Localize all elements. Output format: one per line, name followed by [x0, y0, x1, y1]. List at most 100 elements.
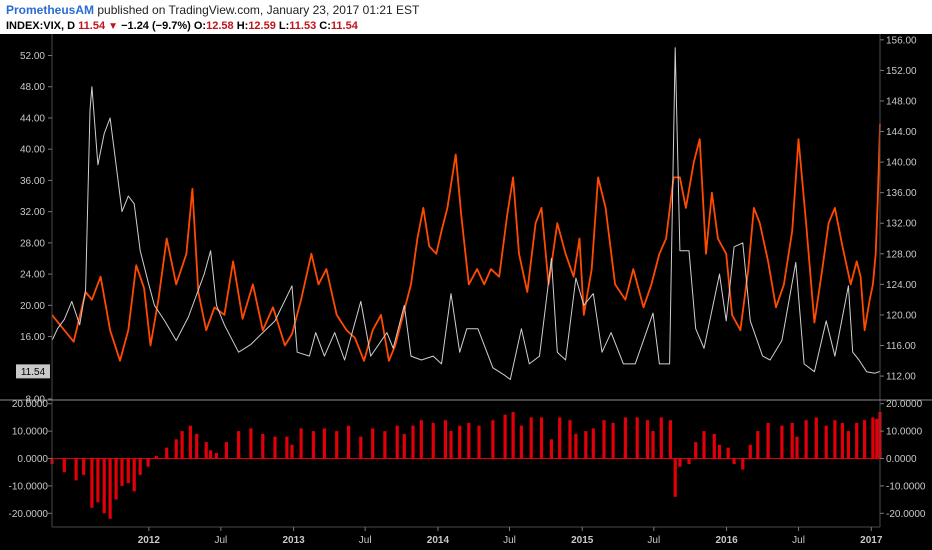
histogram-bar: [871, 417, 875, 459]
histogram-bar: [347, 425, 351, 459]
histogram-bar: [273, 436, 277, 459]
histogram-bar: [299, 428, 303, 459]
histogram-bar: [146, 458, 150, 467]
histogram-bar: [371, 428, 375, 459]
osc-left-tick-label: -10.0000: [9, 481, 49, 492]
close-label: C:: [319, 20, 331, 32]
publish-line: PrometheusAM published on TradingView.co…: [6, 2, 926, 18]
open-label: O:: [193, 20, 207, 32]
left-tick-label: 24.00: [20, 270, 45, 281]
histogram-bar: [875, 418, 879, 459]
left-tick-label: 44.00: [20, 113, 45, 124]
histogram-bar: [651, 431, 655, 459]
histogram-bar: [712, 433, 716, 459]
time-tick-label: 2012: [138, 535, 161, 546]
histogram-bar: [659, 417, 663, 459]
histogram-bar: [82, 458, 86, 475]
histogram-bar: [804, 420, 808, 459]
histogram-bar: [529, 417, 533, 459]
histogram-bar: [62, 458, 66, 473]
histogram-bar: [741, 458, 745, 470]
chart-canvas[interactable]: 8.00 16.00 20.00 24.00 28.00 32.00 36.00 40.00 4…: [0, 34, 932, 550]
histogram-bar: [539, 417, 544, 459]
histogram-bar: [419, 420, 423, 459]
right-tick-label: 124.00: [886, 280, 917, 291]
chart-header: PrometheusAM published on TradingView.co…: [6, 2, 926, 34]
right-tick-label: 128.00: [886, 249, 917, 260]
left-tick-label: 32.00: [20, 207, 45, 218]
histogram-bar: [383, 431, 387, 459]
osc-left-tick-label: 10.0000: [12, 427, 49, 438]
histogram-bar: [285, 436, 289, 459]
histogram-bar: [635, 417, 639, 459]
histogram-bar: [411, 425, 415, 459]
histogram-bar: [732, 458, 736, 464]
time-tick-label: 2013: [282, 535, 305, 546]
histogram-bar: [833, 420, 837, 459]
histogram-bar: [678, 458, 682, 467]
down-arrow-icon: ▼: [108, 21, 119, 32]
osc-left-tick-label: -20.0000: [9, 509, 49, 520]
left-tick-label: 36.00: [20, 176, 45, 187]
symbol-label[interactable]: INDEX:VIX, D: [6, 20, 76, 32]
time-tick-label: 2017: [860, 535, 883, 546]
histogram-bar: [108, 458, 112, 519]
osc-right-tick-label: 0.0000: [886, 454, 917, 465]
histogram-bar: [359, 436, 363, 459]
histogram-bar: [249, 428, 253, 459]
right-tick-label: 144.00: [886, 127, 917, 138]
histogram-bar: [138, 458, 142, 475]
histogram-bar: [322, 428, 326, 459]
histogram-bar: [840, 422, 844, 459]
histogram-bar: [568, 420, 572, 459]
open-value: 12.58: [206, 20, 234, 32]
histogram-bar: [645, 420, 650, 459]
histogram-bar: [726, 447, 730, 459]
osc-right-tick-label: 20.0000: [886, 399, 923, 410]
oscillator-pane[interactable]: [50, 412, 882, 519]
histogram-bar: [188, 425, 192, 459]
histogram-bar: [195, 433, 199, 459]
high-value: 12.59: [248, 20, 276, 32]
histogram-bar: [126, 458, 130, 484]
histogram-bar: [611, 422, 615, 459]
histogram-bar: [673, 458, 677, 497]
histogram-bar: [120, 458, 124, 486]
author-link[interactable]: PrometheusAM: [6, 3, 95, 17]
left-tick-label: 16.00: [20, 332, 45, 343]
last-price: 11.54: [78, 20, 106, 32]
histogram-bar: [395, 425, 399, 459]
osc-right-tick-label: 10.0000: [886, 427, 923, 438]
histogram-bar: [90, 458, 94, 508]
close-value: 11.54: [330, 20, 358, 32]
histogram-bar: [311, 431, 315, 459]
time-tick-label: 2015: [571, 535, 594, 546]
right-tick-label: 152.00: [886, 66, 917, 77]
histogram-bar: [449, 431, 453, 459]
main-pane[interactable]: [51, 47, 881, 380]
histogram-bar: [511, 412, 515, 459]
osc-left-tick-label: 0.0000: [17, 454, 48, 465]
histogram-bar: [668, 420, 672, 459]
histogram-bar: [102, 458, 106, 514]
left-tick-label: 40.00: [20, 145, 45, 156]
histogram-bar: [165, 447, 169, 459]
time-tick-label: Jul: [214, 535, 227, 546]
left-tick-label: 52.00: [20, 51, 45, 62]
histogram-bar: [702, 431, 706, 459]
time-tick-label: Jul: [792, 535, 805, 546]
histogram-bar: [74, 458, 78, 481]
histogram-bar: [261, 433, 265, 459]
time-tick-label: Jul: [647, 535, 660, 546]
histogram-bar: [96, 458, 100, 503]
histogram-bar: [458, 425, 462, 459]
histogram-bar: [748, 444, 752, 459]
price-tag-label: 11.54: [21, 367, 46, 378]
low-value: 11.53: [289, 20, 317, 32]
time-tick-label: 2016: [715, 535, 738, 546]
right-tick-label: 132.00: [886, 219, 917, 230]
histogram-bar: [519, 425, 523, 459]
histogram-bar: [549, 439, 553, 459]
histogram-bar: [237, 431, 241, 459]
histogram-bar: [824, 425, 828, 459]
